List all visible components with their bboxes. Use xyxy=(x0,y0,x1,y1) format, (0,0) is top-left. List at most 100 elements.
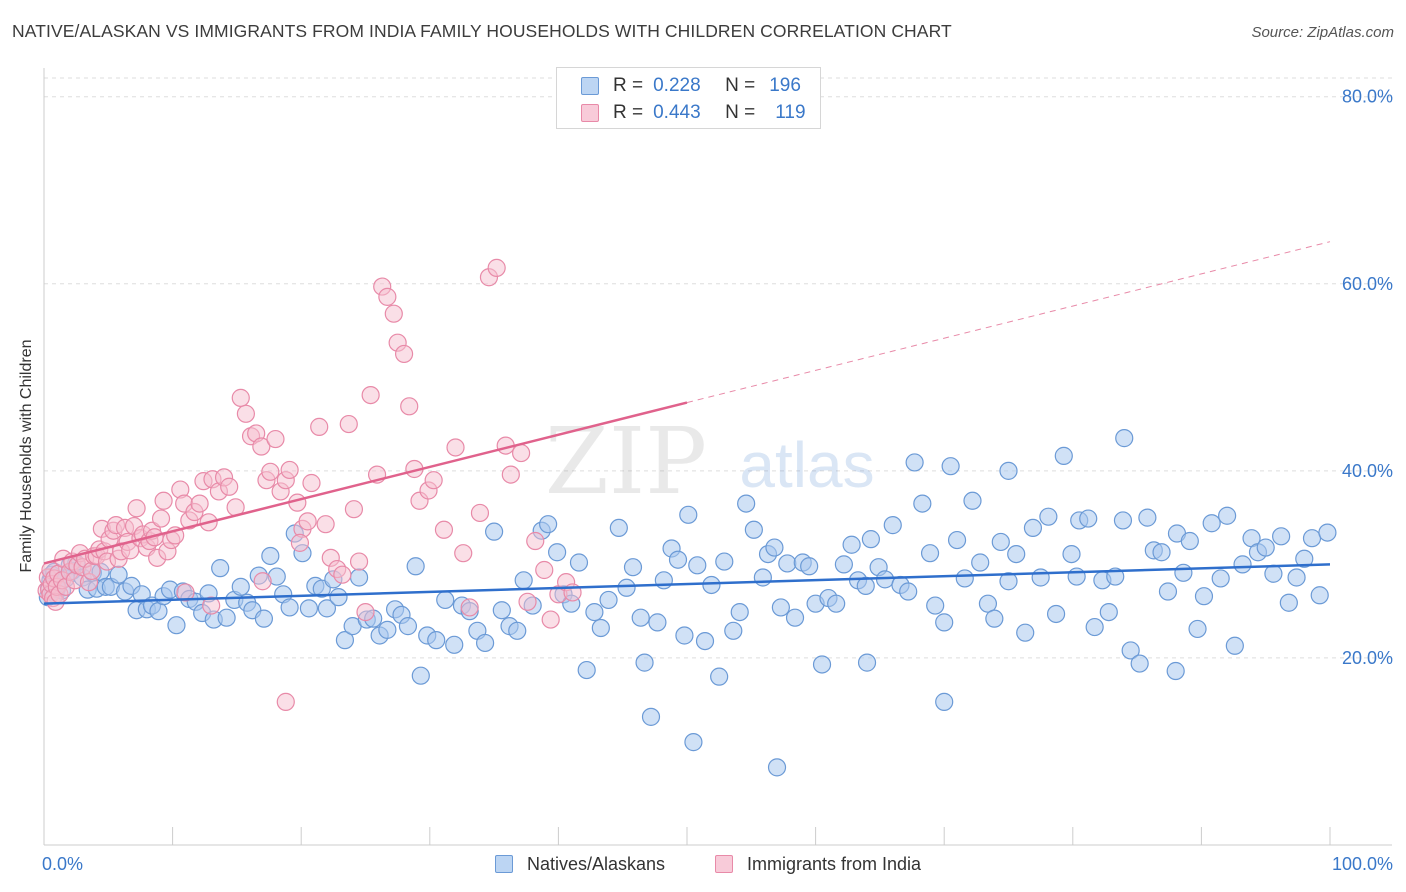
data-point-natives xyxy=(1194,587,1214,606)
data-point-natives xyxy=(899,582,918,601)
data-point-natives xyxy=(167,616,186,635)
x-tick-label: 0.0% xyxy=(42,854,83,874)
data-point-natives xyxy=(299,599,319,618)
data-point-natives xyxy=(1174,563,1193,582)
data-point-natives xyxy=(767,758,787,777)
data-point-natives xyxy=(1295,549,1314,568)
data-point-india xyxy=(333,565,352,584)
data-point-natives xyxy=(861,530,880,549)
data-point-natives xyxy=(427,631,446,650)
watermark-atlas: atlas xyxy=(739,429,874,501)
data-point-india xyxy=(339,414,358,434)
data-point-natives xyxy=(1031,568,1050,587)
data-point-natives xyxy=(261,546,280,566)
bottom-legend-label-natives: Natives/Alaskans xyxy=(527,853,666,874)
data-point-natives xyxy=(1054,446,1073,465)
data-point-natives xyxy=(999,461,1018,480)
data-point-natives xyxy=(679,505,698,524)
data-point-natives xyxy=(1023,518,1043,538)
data-point-natives xyxy=(1085,617,1104,637)
data-point-natives xyxy=(785,608,805,627)
data-point-india xyxy=(454,544,473,563)
trend-line-natives xyxy=(43,563,1331,605)
x-tick-label: 100.0% xyxy=(1332,854,1393,874)
data-point-natives xyxy=(1113,511,1133,530)
data-point-natives xyxy=(935,692,954,711)
data-point-natives xyxy=(1202,514,1221,533)
data-point-natives xyxy=(834,555,853,574)
data-point-natives xyxy=(635,653,654,672)
data-point-india xyxy=(487,258,506,277)
data-point-india xyxy=(176,583,195,602)
data-point-natives xyxy=(211,559,230,578)
bottom-legend-india: Immigrants from India xyxy=(715,852,921,876)
data-point-natives xyxy=(753,568,772,587)
data-point-india xyxy=(535,560,554,580)
data-point-india xyxy=(202,596,221,615)
data-point-natives xyxy=(617,578,636,597)
trend-line-india xyxy=(43,401,688,565)
data-point-natives xyxy=(1272,527,1291,546)
data-point-natives xyxy=(1130,654,1149,673)
data-point-india xyxy=(310,417,329,436)
data-point-india xyxy=(127,499,146,518)
data-point-natives xyxy=(398,617,418,636)
data-point-india xyxy=(378,287,397,306)
data-point-natives xyxy=(569,553,589,572)
data-point-india xyxy=(298,512,317,531)
data-point-natives xyxy=(577,660,596,680)
y-tick-label: 20.0% xyxy=(1342,648,1393,668)
data-point-natives xyxy=(406,557,425,576)
data-point-natives xyxy=(842,535,861,554)
data-point-natives xyxy=(765,538,784,557)
data-point-natives xyxy=(963,491,982,510)
legend-n-label: N = xyxy=(725,75,756,96)
data-point-natives xyxy=(724,621,743,640)
data-point-india xyxy=(518,592,537,611)
legend-swatch-natives xyxy=(581,77,599,95)
data-point-natives xyxy=(599,590,618,610)
data-point-india xyxy=(290,533,310,552)
data-point-natives xyxy=(1039,507,1058,526)
data-point-natives xyxy=(475,633,495,653)
data-point-india xyxy=(280,460,299,480)
data-point-natives xyxy=(710,667,729,686)
legend-n-label: N = xyxy=(725,102,756,123)
data-point-natives xyxy=(1152,543,1171,562)
data-point-india xyxy=(266,429,285,449)
data-point-natives xyxy=(913,494,932,513)
data-point-natives xyxy=(1046,604,1066,624)
data-point-natives xyxy=(1302,529,1322,548)
legend-n-value: 196 xyxy=(769,75,801,96)
data-point-natives xyxy=(978,594,998,613)
legend-r-value: 0.443 xyxy=(653,102,701,123)
data-point-natives xyxy=(971,553,990,572)
data-point-natives xyxy=(1188,619,1207,639)
data-point-india xyxy=(424,471,443,490)
data-point-natives xyxy=(485,522,504,541)
data-point-natives xyxy=(539,515,558,534)
data-point-india xyxy=(154,491,173,510)
data-point-natives xyxy=(668,550,688,569)
data-point-natives xyxy=(436,590,455,610)
axes xyxy=(43,68,1392,846)
data-point-natives xyxy=(378,620,397,639)
data-point-natives xyxy=(985,609,1004,628)
data-point-natives xyxy=(812,655,832,674)
data-point-natives xyxy=(991,532,1010,552)
tick-labels: 20.0% 40.0% 60.0% 80.0% 0.0% 100.0% xyxy=(42,87,1393,874)
trend-line-india-extension xyxy=(686,241,1331,404)
data-point-india xyxy=(460,598,479,617)
data-point-natives xyxy=(771,598,790,617)
data-point-india xyxy=(349,552,369,571)
data-point-natives xyxy=(688,556,707,575)
data-point-natives xyxy=(445,635,464,654)
data-point-natives xyxy=(492,601,511,620)
data-point-india xyxy=(361,385,380,405)
data-point-natives xyxy=(778,554,797,573)
data-point-natives xyxy=(1310,586,1329,605)
data-point-natives xyxy=(329,588,348,607)
data-point-natives xyxy=(280,598,299,617)
data-point-natives xyxy=(1158,582,1178,601)
data-point-india xyxy=(384,304,403,323)
